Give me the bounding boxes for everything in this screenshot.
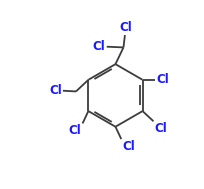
Text: Cl: Cl: [123, 140, 135, 153]
Text: Cl: Cl: [119, 21, 132, 34]
Text: Cl: Cl: [155, 122, 167, 135]
Text: Cl: Cl: [93, 40, 105, 53]
Text: Cl: Cl: [49, 84, 62, 97]
Text: Cl: Cl: [156, 73, 169, 86]
Text: Cl: Cl: [68, 124, 81, 137]
